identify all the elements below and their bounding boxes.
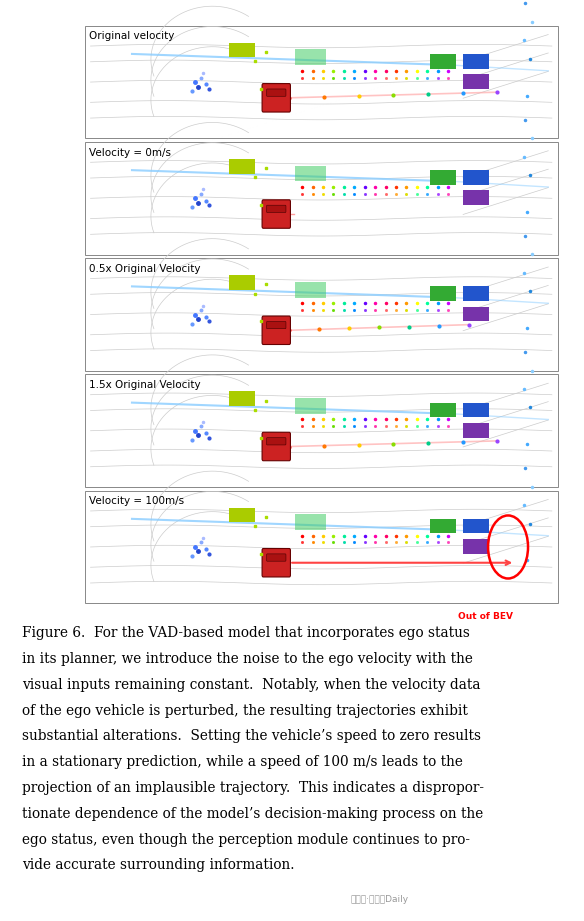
Bar	[295, 50, 326, 65]
Bar	[463, 191, 489, 205]
FancyBboxPatch shape	[262, 316, 290, 344]
FancyBboxPatch shape	[262, 200, 290, 228]
Text: 1.5x Original Velocity: 1.5x Original Velocity	[89, 380, 201, 390]
FancyBboxPatch shape	[266, 554, 286, 561]
Bar	[430, 286, 456, 301]
Text: in a stationary prediction, while a speed of 100 m/s leads to the: in a stationary prediction, while a spee…	[22, 755, 463, 769]
Bar	[295, 514, 326, 530]
Bar	[229, 42, 255, 57]
Bar	[85, 142, 558, 254]
Bar	[463, 170, 489, 185]
Bar	[85, 375, 558, 487]
FancyBboxPatch shape	[262, 84, 290, 112]
FancyBboxPatch shape	[266, 437, 286, 445]
Bar	[229, 275, 255, 290]
Bar	[85, 258, 558, 371]
Bar	[295, 282, 326, 297]
Bar	[295, 398, 326, 414]
Bar	[430, 54, 456, 68]
Text: of the ego vehicle is perturbed, the resulting trajectories exhibit: of the ego vehicle is perturbed, the res…	[22, 704, 468, 717]
Bar	[463, 286, 489, 301]
Bar	[463, 519, 489, 533]
Text: projection of an implausible trajectory.  This indicates a dispropor-: projection of an implausible trajectory.…	[22, 781, 484, 795]
Bar	[463, 402, 489, 417]
Bar	[463, 75, 489, 88]
Bar	[430, 170, 456, 185]
Bar	[85, 491, 558, 603]
Bar	[430, 519, 456, 533]
FancyBboxPatch shape	[266, 89, 286, 97]
FancyBboxPatch shape	[266, 321, 286, 329]
Bar	[463, 539, 489, 554]
FancyBboxPatch shape	[262, 432, 290, 460]
Text: visual inputs remaining constant.  Notably, when the velocity data: visual inputs remaining constant. Notabl…	[22, 678, 481, 692]
Bar	[463, 54, 489, 68]
Text: Figure 6.  For the VAD-based model that incorporates ego status: Figure 6. For the VAD-based model that i…	[22, 626, 470, 640]
FancyBboxPatch shape	[262, 549, 290, 577]
Text: Velocity = 0m/s: Velocity = 0m/s	[89, 147, 171, 157]
Text: 0.5x Original Velocity: 0.5x Original Velocity	[89, 263, 201, 274]
Bar	[85, 26, 558, 138]
Bar	[229, 159, 255, 173]
Bar	[295, 166, 326, 181]
Bar	[430, 402, 456, 417]
Bar	[463, 307, 489, 321]
Text: 公众号·自动驾Daily: 公众号·自动驾Daily	[350, 895, 409, 904]
Text: in its planner, we introduce the noise to the ego velocity with the: in its planner, we introduce the noise t…	[22, 652, 473, 666]
Text: tionate dependence of the model’s decision-making process on the: tionate dependence of the model’s decisi…	[22, 807, 484, 821]
Text: ego status, even though the perception module continues to pro-: ego status, even though the perception m…	[22, 833, 470, 846]
Bar	[229, 391, 255, 406]
Bar	[229, 507, 255, 522]
Text: Out of BEV: Out of BEV	[458, 612, 513, 622]
Text: vide accurate surrounding information.: vide accurate surrounding information.	[22, 858, 295, 872]
Text: Velocity = 100m/s: Velocity = 100m/s	[89, 496, 185, 507]
FancyBboxPatch shape	[266, 205, 286, 213]
Text: Original velocity: Original velocity	[89, 31, 175, 41]
Bar	[463, 423, 489, 437]
Text: substantial alterations.  Setting the vehicle’s speed to zero results: substantial alterations. Setting the veh…	[22, 729, 481, 743]
